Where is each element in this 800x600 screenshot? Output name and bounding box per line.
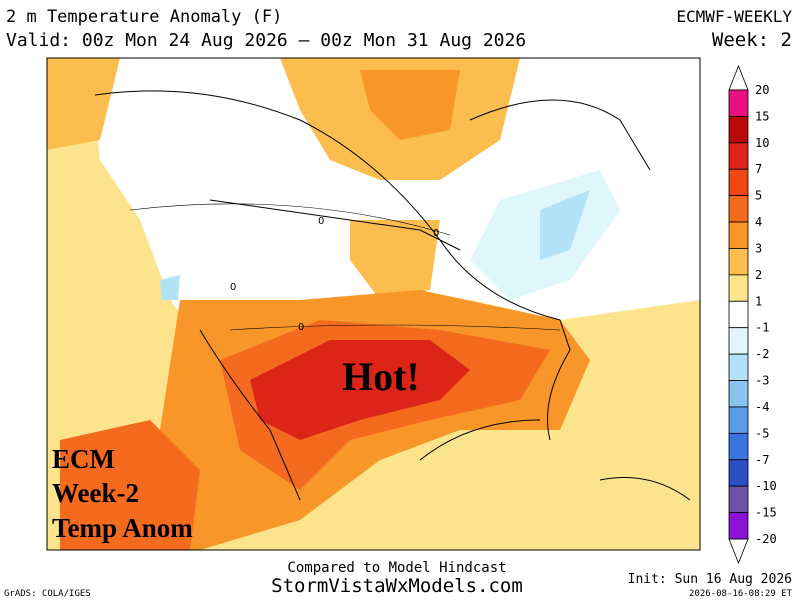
contour-label: 0 [230,282,236,293]
model-name: ECMWF-WEEKLY [676,7,792,26]
colorbar-label: -2 [755,347,769,361]
init-time: Init: Sun 16 Aug 2026 [628,572,792,587]
colorbar-label: 4 [755,215,762,229]
colorbar-swatch [728,380,749,408]
anomaly-field [60,420,200,550]
colorbar-swatch [728,168,749,197]
overlay-text: Week-2 [52,478,139,508]
colorbar-swatch [728,512,749,540]
contour-label: 0 [433,228,439,239]
colorbar-label: 15 [755,109,769,123]
colorbar-label: -7 [755,453,769,467]
colorbar-label: 5 [755,189,762,203]
anomaly-field [350,220,440,300]
colorbar-label: 3 [755,241,762,255]
anomaly-field [360,70,460,140]
contour-label: 0 [318,216,324,227]
colorbar-swatch [728,195,749,223]
title: 2 m Temperature Anomaly (F) [6,7,282,27]
valid-time: Valid: 00z Mon 24 Aug 2026 — 00z Mon 31 … [6,30,526,51]
coastline [94,90,691,501]
credit: GrADS: COLA/IGES [4,589,91,599]
colorbar-label: 1 [755,294,762,308]
colorbar-label: 20 [755,83,769,97]
colorbar-label: -3 [755,374,769,388]
colorbar-label: 10 [755,136,769,150]
anomaly-field [540,190,590,260]
hot-annotation: Hot! [342,354,420,399]
colorbar-swatch [728,248,749,276]
week-label: Week: 2 [712,29,792,51]
colorbar-label: 2 [755,268,762,282]
colorbar-swatch [728,221,749,249]
colorbar-swatch [728,274,749,302]
map-frame [46,57,701,551]
colorbar-swatch [728,142,749,170]
colorbar-label: -5 [755,426,769,440]
anomaly-field [160,275,180,300]
overlay-text: Temp Anom [52,513,193,543]
anomaly-field [47,58,120,150]
colorbar-label: -1 [755,321,769,335]
colorbar-swatch [728,116,749,144]
colorbar-swatch [728,432,749,461]
overlay-text: ECM [52,444,115,474]
colorbar-label: -20 [755,532,777,546]
colorbar-swatch [728,406,749,434]
colorbar-label: 7 [755,162,762,176]
colorbar: 20 15 10 7 5 4 3 2 1 -1 -2 -3 -4 -5 -7 -10 -15 -20 [728,64,777,565]
contour-label: 0 [298,322,304,333]
timestamp: 2026-08-16-08:29 ET [689,589,793,599]
footer-note: Compared to Model Hindcast [287,560,506,576]
colorbar-swatch [728,327,749,355]
colorbar-swatch [728,459,749,487]
colorbar-label: -4 [755,400,769,414]
map: 0 0 0 0 Hot! ECM Week-2 Temp Anom [46,57,701,551]
colorbar-swatch [728,353,749,381]
colorbar-swatch [728,300,749,329]
colorbar-swatch [728,89,749,117]
colorbar-label: -10 [755,479,777,493]
anomaly-field [250,340,470,440]
border [129,203,561,331]
site-name: StormVistaWxModels.com [271,575,523,597]
colorbar-swatch [728,485,749,513]
colorbar-label: -15 [755,506,777,520]
